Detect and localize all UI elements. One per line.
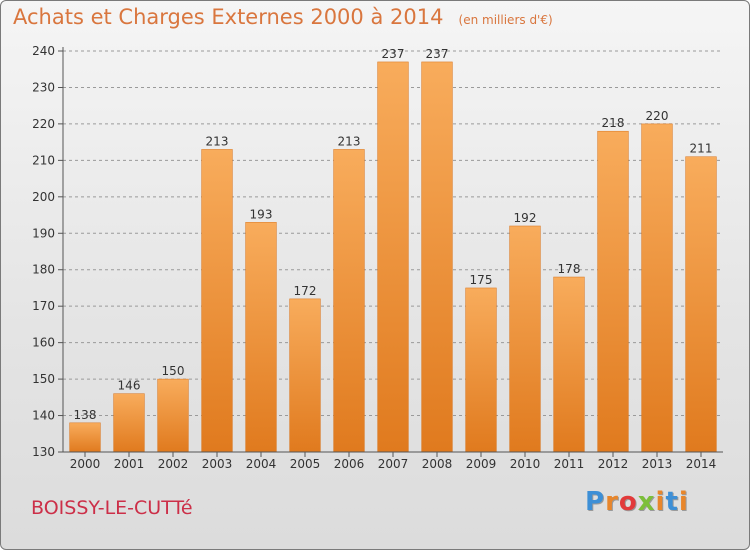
x-tick-label: 2010 xyxy=(510,457,541,471)
y-tick-label: 160 xyxy=(32,336,55,350)
logo-letter: i xyxy=(655,487,666,517)
y-tick-label: 240 xyxy=(32,44,55,58)
data-label: 213 xyxy=(206,134,229,148)
data-label: 192 xyxy=(514,211,537,225)
x-tick-label: 2003 xyxy=(202,457,233,471)
logo-letter: o xyxy=(618,487,638,517)
y-tick-label: 180 xyxy=(32,263,55,277)
logo-letter: P xyxy=(585,487,606,517)
data-label: 178 xyxy=(558,262,581,276)
bar-2004 xyxy=(245,222,277,453)
logo-letter: i xyxy=(678,487,689,517)
proxiti-logo[interactable]: Proxiti xyxy=(585,487,689,517)
bar-2009 xyxy=(465,287,497,453)
x-tick-label: 2007 xyxy=(378,457,409,471)
data-label: 175 xyxy=(470,273,493,287)
bar-2002 xyxy=(157,378,189,453)
bar-2003 xyxy=(201,149,233,453)
chart-title-block: Achats et Charges Externes 2000 à 2014 (… xyxy=(13,5,553,29)
logo-letter: t xyxy=(665,487,679,517)
x-tick-label: 2006 xyxy=(334,457,365,471)
data-label: 138 xyxy=(74,408,97,422)
data-label: 213 xyxy=(338,134,361,148)
bar-2007 xyxy=(377,61,409,453)
bar-2005 xyxy=(289,298,321,453)
x-tick-label: 2008 xyxy=(422,457,453,471)
x-tick-label: 2000 xyxy=(70,457,101,471)
labels: 130 140 150 160 170 180 190 200 210 220 230 240 138 2… xyxy=(32,44,716,471)
y-tick-label: 220 xyxy=(32,117,55,131)
y-tick-label: 140 xyxy=(32,409,55,423)
data-label: 172 xyxy=(294,284,317,298)
logo-letter: x xyxy=(637,487,656,517)
y-tick-label: 230 xyxy=(32,80,55,94)
bar-2000 xyxy=(69,422,101,453)
axes xyxy=(58,47,723,457)
bar-2014 xyxy=(685,156,717,453)
x-tick-label: 2005 xyxy=(290,457,321,471)
x-tick-label: 2001 xyxy=(114,457,145,471)
data-label: 237 xyxy=(382,47,405,61)
bar-2010 xyxy=(509,225,541,453)
y-tick-label: 130 xyxy=(32,445,55,459)
y-tick-label: 200 xyxy=(32,190,55,204)
x-tick-label: 2004 xyxy=(246,457,277,471)
y-tick-label: 150 xyxy=(32,372,55,386)
x-tick-label: 2014 xyxy=(686,457,717,471)
commune-name: BOISSY-LE-CUTTé xyxy=(31,497,193,519)
y-tick-label: 190 xyxy=(32,226,55,240)
x-tick-label: 2013 xyxy=(642,457,673,471)
data-label: 211 xyxy=(690,142,713,156)
x-tick-label: 2011 xyxy=(554,457,585,471)
data-label: 237 xyxy=(426,47,449,61)
bar-2012 xyxy=(597,130,629,453)
x-tick-label: 2009 xyxy=(466,457,497,471)
bars xyxy=(69,61,717,453)
data-label: 220 xyxy=(646,109,669,123)
data-label: 150 xyxy=(162,364,185,378)
chart-subtitle: (en milliers d'€) xyxy=(458,13,553,27)
bar-2011 xyxy=(553,276,585,453)
x-tick-label: 2002 xyxy=(158,457,189,471)
y-tick-label: 170 xyxy=(32,299,55,313)
bar-2013 xyxy=(641,123,673,453)
bar-2001 xyxy=(113,393,145,453)
bar-2008 xyxy=(421,61,453,453)
data-label: 146 xyxy=(118,379,141,393)
bar-2006 xyxy=(333,149,365,453)
chart-title: Achats et Charges Externes 2000 à 2014 xyxy=(13,5,444,29)
y-tick-label: 210 xyxy=(32,153,55,167)
logo-letter: r xyxy=(605,487,619,517)
x-tick-label: 2012 xyxy=(598,457,629,471)
data-label: 218 xyxy=(602,116,625,130)
data-label: 193 xyxy=(250,207,273,221)
